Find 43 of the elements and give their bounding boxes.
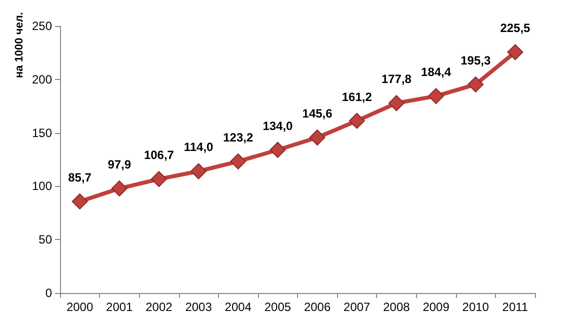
point <box>111 180 128 196</box>
x-tick-label: 2000 <box>66 300 94 314</box>
y-tick-label: 50 <box>38 232 52 247</box>
point <box>309 130 326 146</box>
y-tick-label: 0 <box>45 286 52 300</box>
point <box>428 88 444 104</box>
y-axis-title: на 1000 чел. <box>14 12 26 78</box>
point <box>150 171 167 188</box>
x-tick-label: 2009 <box>422 300 450 314</box>
data-label: 123,2 <box>223 130 254 144</box>
point <box>468 76 484 92</box>
y-tick-label: 100 <box>32 179 52 194</box>
x-tick-label: 2005 <box>264 300 292 314</box>
data-label: 114,0 <box>184 140 214 154</box>
x-tick-label: 2011 <box>502 300 528 314</box>
data-label: 85,7 <box>68 170 92 184</box>
point <box>72 193 88 210</box>
x-tick-label: 2008 <box>383 300 410 314</box>
y-tick-label: 200 <box>32 72 52 86</box>
data-label: 134,0 <box>262 118 294 133</box>
point <box>388 95 404 112</box>
x-tick-label: 2010 <box>462 300 490 314</box>
y-tick-label: 150 <box>32 126 52 140</box>
data-label: 161,2 <box>342 90 372 104</box>
data-label: 106,7 <box>144 148 174 162</box>
x-tick-label: 2004 <box>224 300 252 314</box>
point <box>230 153 246 170</box>
y-tick-label: 250 <box>32 19 52 33</box>
point <box>190 163 207 180</box>
point <box>270 142 286 158</box>
point <box>507 44 524 60</box>
x-tick-label: 2006 <box>304 300 331 314</box>
data-label: 195,3 <box>460 53 491 68</box>
x-tick-label: 2007 <box>344 300 371 314</box>
data-label: 145,6 <box>302 106 333 120</box>
data-label: 225,5 <box>500 21 531 36</box>
x-tick-label: 2002 <box>146 300 173 314</box>
x-tick-label: 2003 <box>185 300 212 314</box>
x-tick-label: 2001 <box>106 300 134 314</box>
point <box>348 112 365 129</box>
data-label: 184,4 <box>421 65 452 80</box>
data-label: 97,9 <box>108 157 132 172</box>
data-label: 177,8 <box>381 72 412 86</box>
